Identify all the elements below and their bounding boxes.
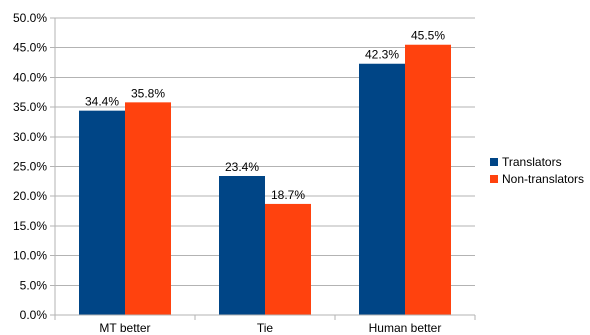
bar-translators <box>359 63 405 315</box>
bar-non-translators <box>125 102 171 316</box>
y-tick-label: 45.0% <box>13 41 47 55</box>
bar-non-translators <box>405 44 451 315</box>
legend-label: Non-translators <box>502 172 584 186</box>
x-category-label: Tie <box>257 321 274 335</box>
x-category-label: Human better <box>369 321 442 335</box>
y-tick-label: 25.0% <box>13 160 47 174</box>
bar-non-translators <box>265 203 311 315</box>
y-tick-label: 0.0% <box>20 308 48 322</box>
bar-translators <box>79 110 125 315</box>
data-labels: 34.4% 35.8% 23.4% 18.7% 42.3% 45.5% <box>85 29 445 202</box>
y-tick-label: 40.0% <box>13 70 47 84</box>
x-category-labels: MT better Tie Human better <box>99 321 441 335</box>
y-tick-label: 5.0% <box>20 278 48 292</box>
data-label: 23.4% <box>225 160 259 174</box>
y-tick-label: 35.0% <box>13 100 47 114</box>
y-tick-label: 15.0% <box>13 219 47 233</box>
y-tick-label: 30.0% <box>13 130 47 144</box>
y-tick-labels: 0.0% 5.0% 10.0% 15.0% 20.0% 25.0% 30.0% 35.0% 40… <box>13 11 47 322</box>
legend-swatch <box>490 158 498 166</box>
y-tick-label: 20.0% <box>13 189 47 203</box>
axes <box>50 17 476 320</box>
y-tick-label: 50.0% <box>13 11 47 25</box>
x-category-label: MT better <box>99 321 150 335</box>
data-label: 35.8% <box>131 86 165 100</box>
legend: Translators Non-translators <box>490 155 584 186</box>
legend-label: Translators <box>502 155 562 169</box>
data-label: 18.7% <box>271 188 305 202</box>
data-label: 34.4% <box>85 95 119 109</box>
bars <box>79 44 451 316</box>
data-label: 42.3% <box>365 48 399 62</box>
legend-swatch <box>490 175 498 183</box>
bar-translators <box>219 176 265 315</box>
data-label: 45.5% <box>411 29 445 43</box>
y-tick-label: 10.0% <box>13 249 47 263</box>
